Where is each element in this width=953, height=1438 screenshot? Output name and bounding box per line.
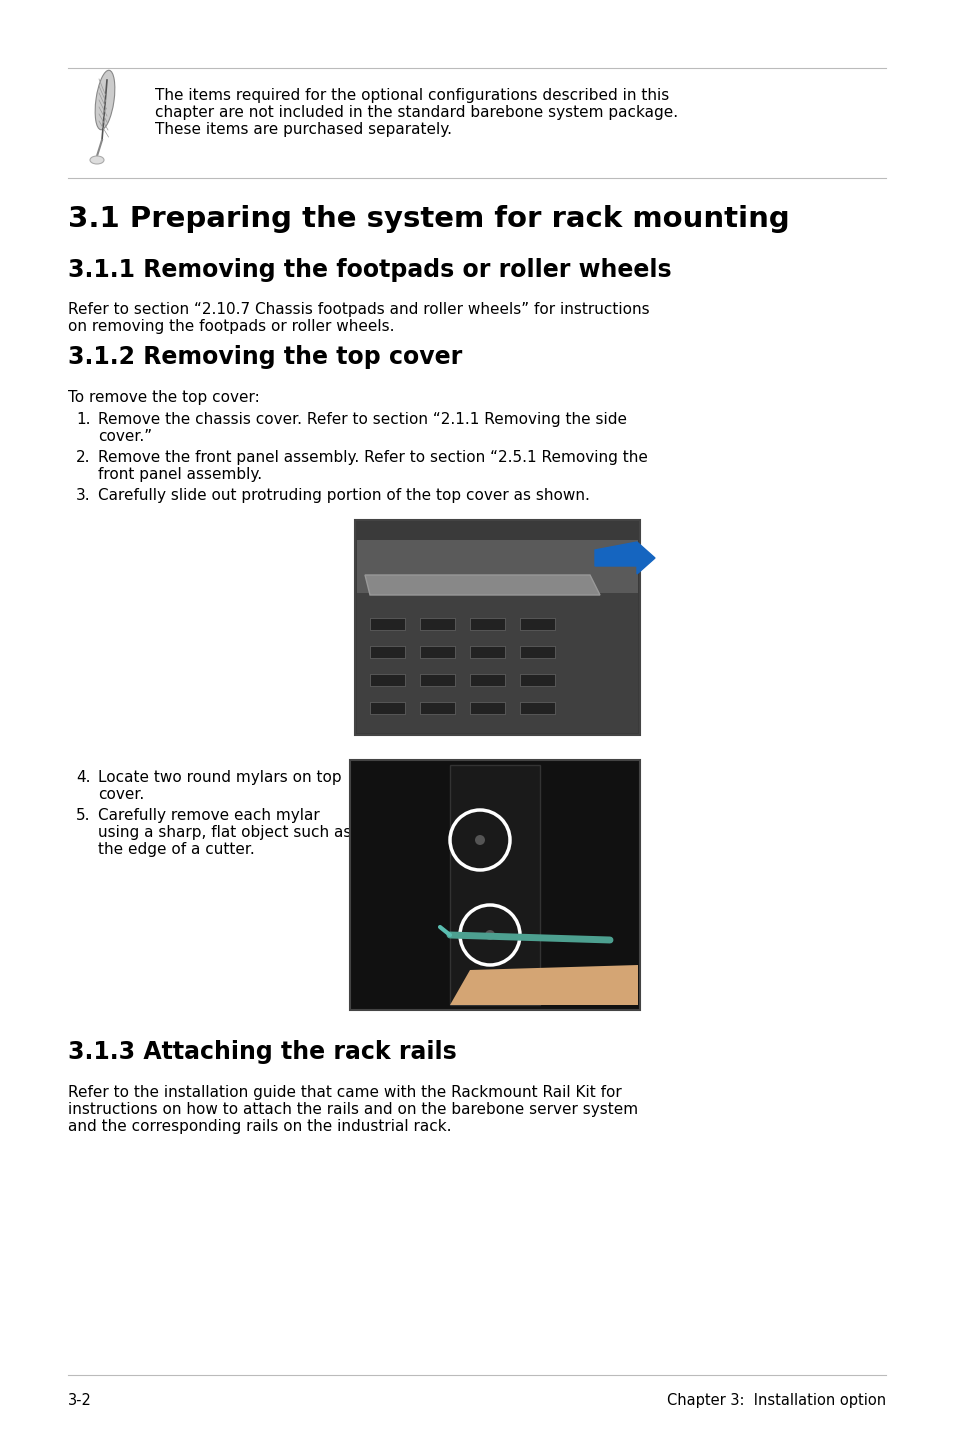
Bar — [356, 541, 638, 595]
Bar — [450, 765, 539, 1005]
Text: These items are purchased separately.: These items are purchased separately. — [154, 122, 452, 137]
Bar — [419, 674, 455, 686]
Polygon shape — [450, 965, 638, 1005]
Bar — [356, 592, 638, 733]
Bar — [370, 674, 405, 686]
Polygon shape — [595, 542, 655, 574]
Bar — [419, 646, 455, 659]
Text: using a sharp, flat object such as: using a sharp, flat object such as — [98, 825, 351, 840]
Text: cover.”: cover.” — [98, 429, 152, 444]
Bar — [519, 674, 555, 686]
Text: Carefully slide out protruding portion of the top cover as shown.: Carefully slide out protruding portion o… — [98, 487, 589, 503]
Text: on removing the footpads or roller wheels.: on removing the footpads or roller wheel… — [68, 319, 395, 334]
Text: 3.1 Preparing the system for rack mounting: 3.1 Preparing the system for rack mounti… — [68, 206, 789, 233]
Text: Remove the front panel assembly. Refer to section “2.5.1 Removing the: Remove the front panel assembly. Refer t… — [98, 450, 647, 464]
Bar — [519, 618, 555, 630]
Bar — [370, 646, 405, 659]
Bar — [470, 618, 504, 630]
Text: Refer to the installation guide that came with the Rackmount Rail Kit for: Refer to the installation guide that cam… — [68, 1086, 621, 1100]
Text: Remove the chassis cover. Refer to section “2.1.1 Removing the side: Remove the chassis cover. Refer to secti… — [98, 413, 626, 427]
Bar — [519, 646, 555, 659]
Ellipse shape — [90, 155, 104, 164]
Bar — [470, 646, 504, 659]
Text: Locate two round mylars on top: Locate two round mylars on top — [98, 769, 341, 785]
Text: 3.1.1 Removing the footpads or roller wheels: 3.1.1 Removing the footpads or roller wh… — [68, 257, 671, 282]
Bar — [419, 618, 455, 630]
Circle shape — [484, 930, 495, 940]
Ellipse shape — [95, 70, 114, 129]
Text: Carefully remove each mylar: Carefully remove each mylar — [98, 808, 319, 823]
Text: 5.: 5. — [76, 808, 91, 823]
Text: and the corresponding rails on the industrial rack.: and the corresponding rails on the indus… — [68, 1119, 451, 1135]
Bar — [470, 674, 504, 686]
Text: 3.: 3. — [76, 487, 91, 503]
Bar — [519, 702, 555, 715]
Text: The items required for the optional configurations described in this: The items required for the optional conf… — [154, 88, 669, 104]
Text: chapter are not included in the standard barebone system package.: chapter are not included in the standard… — [154, 105, 678, 119]
Polygon shape — [365, 575, 599, 595]
Text: 4.: 4. — [76, 769, 91, 785]
Bar — [370, 702, 405, 715]
Text: the edge of a cutter.: the edge of a cutter. — [98, 843, 254, 857]
Bar — [470, 702, 504, 715]
Text: 3.1.3 Attaching the rack rails: 3.1.3 Attaching the rack rails — [68, 1040, 456, 1064]
Text: 3-2: 3-2 — [68, 1393, 91, 1408]
Text: 3.1.2 Removing the top cover: 3.1.2 Removing the top cover — [68, 345, 462, 370]
Text: 1.: 1. — [76, 413, 91, 427]
Bar — [370, 618, 405, 630]
Text: 2.: 2. — [76, 450, 91, 464]
Text: Chapter 3:  Installation option: Chapter 3: Installation option — [666, 1393, 885, 1408]
Bar — [355, 521, 639, 735]
Text: To remove the top cover:: To remove the top cover: — [68, 390, 259, 406]
Bar — [419, 702, 455, 715]
Bar — [350, 761, 639, 1009]
Circle shape — [475, 835, 484, 846]
Text: cover.: cover. — [98, 787, 144, 802]
Text: Refer to section “2.10.7 Chassis footpads and roller wheels” for instructions: Refer to section “2.10.7 Chassis footpad… — [68, 302, 649, 316]
Text: front panel assembly.: front panel assembly. — [98, 467, 262, 482]
Text: instructions on how to attach the rails and on the barebone server system: instructions on how to attach the rails … — [68, 1102, 638, 1117]
